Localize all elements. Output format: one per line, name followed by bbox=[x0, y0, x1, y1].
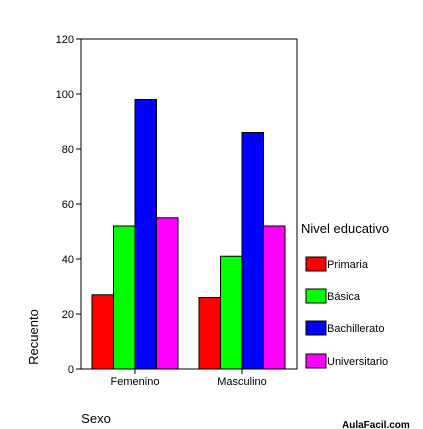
legend-swatch-bachillerato bbox=[305, 320, 327, 336]
x-tick-label: Femenino bbox=[111, 376, 160, 388]
y-tick-label: 100 bbox=[56, 89, 74, 101]
bar-primaria-masculino bbox=[198, 297, 221, 370]
bar-primaria-femenino bbox=[91, 294, 114, 370]
legend-label-primaria: Primaria bbox=[327, 259, 369, 271]
legend-title: Nivel educativo bbox=[301, 221, 389, 236]
bar-universitario-masculino bbox=[263, 225, 286, 370]
legend-swatch-básica bbox=[305, 288, 327, 304]
bar-bachillerato-masculino bbox=[241, 132, 264, 370]
bar-universitario-femenino bbox=[156, 217, 179, 370]
y-tick-label: 0 bbox=[68, 364, 74, 376]
y-axis: 0 20 40 60 80 100 120 bbox=[56, 34, 81, 376]
y-tick-label: 40 bbox=[62, 254, 74, 266]
legend-swatch-universitario bbox=[305, 353, 327, 369]
y-axis-title: Recuento bbox=[26, 309, 41, 365]
y-tick-label: 20 bbox=[62, 309, 74, 321]
x-tick-label: Masculino bbox=[217, 376, 267, 388]
legend-label-básica: Básica bbox=[327, 291, 361, 303]
y-tick-label: 80 bbox=[62, 144, 74, 156]
legend: Primaria Básica Bachillerato Universitario bbox=[305, 256, 388, 369]
y-tick-label: 120 bbox=[56, 34, 74, 46]
legend-label-universitario: Universitario bbox=[327, 356, 388, 368]
legend-label-bachillerato: Bachillerato bbox=[327, 323, 384, 335]
bars-layer bbox=[91, 99, 286, 370]
bar-básica-femenino bbox=[113, 225, 136, 370]
x-axis: Femenino Masculino bbox=[111, 369, 267, 388]
x-axis-title: Sexo bbox=[81, 411, 111, 426]
bar-bachillerato-femenino bbox=[134, 99, 157, 370]
legend-swatch-primaria bbox=[305, 256, 327, 272]
bar-básica-masculino bbox=[220, 255, 243, 370]
y-tick-label: 60 bbox=[62, 199, 74, 211]
watermark-text: AulaFacil.com bbox=[342, 420, 410, 429]
